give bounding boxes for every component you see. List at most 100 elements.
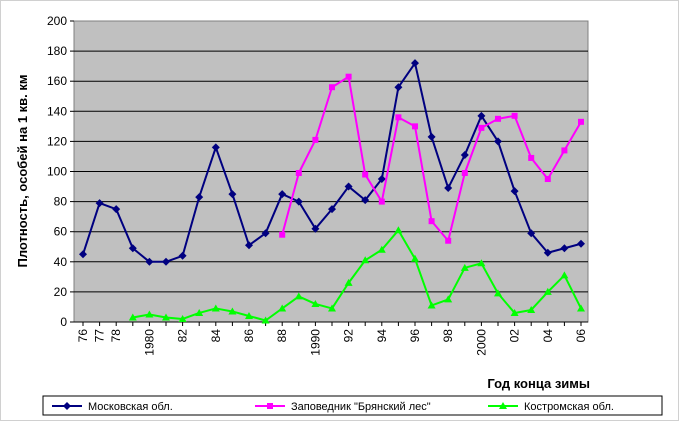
data-point [444,184,453,193]
data-point [228,190,237,199]
data-point [328,304,336,312]
data-point [411,254,419,262]
data-point [510,187,519,196]
data-point [162,313,170,321]
data-point [395,114,402,121]
data-point [311,299,320,307]
x-tick-label: 1990 [308,329,322,356]
data-point [329,84,335,91]
x-tick-label: 1980 [142,329,156,356]
data-point [444,295,453,303]
data-point [477,259,486,267]
data-point [328,205,336,214]
data-point [499,402,507,409]
data-point [377,245,386,253]
data-point [377,175,386,184]
legend-label: Костромская обл. [524,401,614,413]
y-tick-label: 0 [60,315,67,329]
data-point [145,310,154,318]
x-tick-label: 77 [93,329,107,343]
data-point [362,171,369,178]
data-point [460,150,469,159]
data-point [478,124,485,131]
y-tick-label: 120 [47,134,67,148]
data-point [345,73,352,80]
x-tick-label: 04 [541,329,555,343]
y-tick-label: 40 [54,255,68,269]
series-line [132,229,582,322]
data-point [294,292,303,300]
x-tick-label: 86 [242,329,256,343]
data-point [245,241,253,250]
data-point [128,244,137,253]
data-point [211,304,220,312]
x-tick-label: 78 [109,329,123,343]
data-point [267,403,273,409]
data-point [577,239,585,248]
data-point [312,136,319,143]
data-point [63,402,71,410]
data-point [261,229,270,238]
data-point [560,271,569,279]
data-point [261,316,270,324]
data-point [394,83,403,92]
legend-box [42,395,663,416]
data-point [561,147,568,154]
data-point [577,304,585,312]
data-point [112,205,121,214]
series-group [279,73,584,244]
x-tick-label: 96 [408,329,422,343]
y-tick-label: 60 [54,225,68,239]
legend-entry: Костромская обл. [488,401,614,413]
series-group [79,59,585,266]
data-point [477,111,486,120]
data-point [278,304,287,312]
data-point [378,198,385,205]
y-tick-label: 160 [47,74,67,88]
data-point [543,287,552,295]
data-point [427,301,436,309]
x-tick-label: 82 [176,329,190,343]
data-point [428,218,435,225]
data-point [178,251,187,260]
data-point [344,278,353,286]
x-tick-label: 98 [441,329,455,343]
x-tick-label: 94 [375,329,389,343]
data-point [427,132,436,141]
data-point [412,123,418,130]
data-point [494,289,502,297]
y-tick-label: 200 [47,14,67,28]
y-tick-label: 20 [54,285,68,299]
legend-label: Московская обл. [88,401,173,413]
data-point [578,118,584,125]
x-axis-ticks: 76 77 78 1980 82 84 86 88 1990 92 94 96 98 2000 02 04 06 [74,321,588,356]
data-point [511,112,518,119]
data-point [95,199,104,208]
data-point [145,257,154,266]
data-point [361,196,370,205]
data-point [445,237,452,244]
data-point [494,137,502,146]
y-tick-label: 100 [47,165,67,179]
x-tick-label: 2000 [474,329,488,356]
data-point [361,256,370,264]
data-point [294,197,303,206]
legend-entry: Московская обл. [52,401,173,413]
x-tick-label: 02 [508,329,522,343]
x-axis-title: Год конца зимы [487,376,590,391]
data-point [411,59,419,68]
y-axis-ticks: 0 20 40 60 80 100 120 140 160 180 200 [47,14,74,329]
data-point [279,231,286,238]
legend-entry: Заповедник "Брянский лес" [255,401,431,413]
data-point [195,308,204,316]
data-point [128,313,137,321]
data-point [560,244,569,253]
series-layer [79,59,585,324]
legend: Московская обл. Заповедник "Брянский лес"… [42,395,663,416]
y-axis-title: Плотность, особей на 1 кв. км [15,74,30,267]
data-point [460,263,469,271]
data-point [510,308,519,316]
data-point [228,307,237,315]
legend-label: Заповедник "Брянский лес" [291,401,431,413]
